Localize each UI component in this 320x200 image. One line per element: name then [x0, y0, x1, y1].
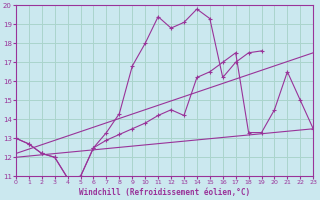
X-axis label: Windchill (Refroidissement éolien,°C): Windchill (Refroidissement éolien,°C) [79, 188, 250, 197]
